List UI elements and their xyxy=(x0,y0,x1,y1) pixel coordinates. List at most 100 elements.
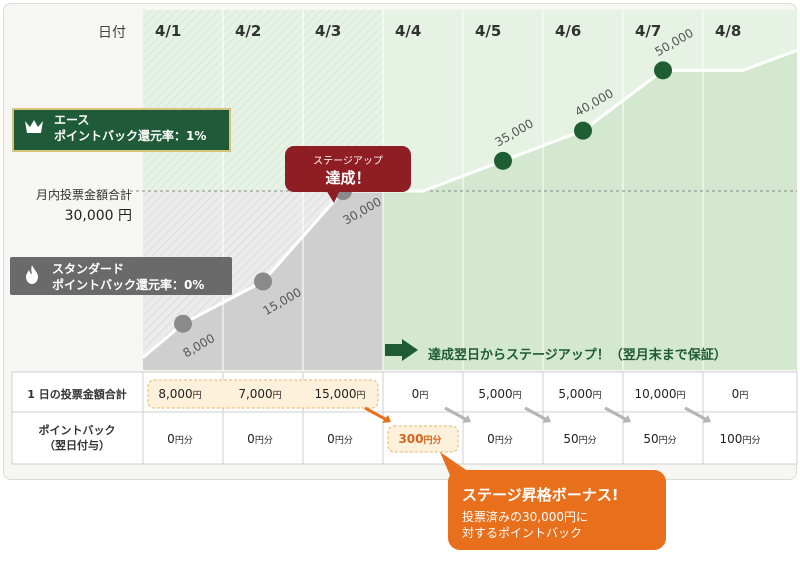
ace-rank-box: エース ポイントバック還元率：1% xyxy=(12,108,231,152)
category-label: 4/8 xyxy=(715,22,741,40)
yen-unit: 円 xyxy=(356,391,366,401)
standard-rank-box: スタンダード ポイントバック還元率：0% xyxy=(10,257,232,295)
daily-total-row-label: 1 日の投票金額合計 xyxy=(27,388,127,401)
achievement-big-text: 達成！ xyxy=(325,169,371,187)
daily-total-cell: 0円 xyxy=(380,387,460,401)
daily-total-cell: 5,000円 xyxy=(460,387,540,401)
daily-total-value: 7,000 xyxy=(238,387,273,401)
carryover-arrow-icon xyxy=(604,406,628,422)
yen-unit: 円 xyxy=(676,391,686,401)
yen-unit: 円 xyxy=(419,391,429,401)
daily-total-value: 5,000 xyxy=(478,387,513,401)
pointback-value: 300 xyxy=(398,432,424,446)
data-point xyxy=(254,272,272,291)
ace-rank-name: エース xyxy=(54,113,90,127)
pointback-cell: 0円分 xyxy=(140,432,220,446)
pointback-cell: 100円分 xyxy=(700,432,780,446)
points-unit: 円分 xyxy=(254,436,273,446)
pointback-value: 50 xyxy=(643,432,659,446)
crown-icon xyxy=(25,120,43,133)
pointback-row-label: ポイントバック （翌日付与） xyxy=(12,423,142,453)
pointback-cell: 0円分 xyxy=(300,432,380,446)
carryover-arrow-head xyxy=(702,415,711,423)
yen-unit: 円 xyxy=(192,391,202,401)
carryover-arrow-icon xyxy=(524,406,548,422)
data-point xyxy=(174,314,192,333)
category-label: 4/1 xyxy=(155,22,181,40)
daily-total-value: 0 xyxy=(411,387,420,401)
daily-total-cell: 15,000円 xyxy=(300,387,380,401)
carryover-arrow-icon xyxy=(364,406,388,422)
pointback-cell: 0円分 xyxy=(220,432,300,446)
data-point xyxy=(654,61,672,80)
daily-total-value: 0 xyxy=(731,387,740,401)
daily-total-cell: 5,000円 xyxy=(540,387,620,401)
monthly-total-label: 月内投票金額合計 xyxy=(35,188,132,202)
carryover-arrow-head xyxy=(462,415,471,423)
data-point xyxy=(574,121,592,140)
points-unit: 円分 xyxy=(423,436,442,446)
stage-up-message: 達成翌日からステージアップ！（翌月末まで保証） xyxy=(428,348,727,363)
pointback-row-label-line2: （翌日付与） xyxy=(44,439,110,452)
daily-total-value: 15,000 xyxy=(314,387,357,401)
pre-achievement-highlight xyxy=(147,379,379,409)
points-unit: 円分 xyxy=(658,436,677,446)
bonus-title: ステージ昇格ボーナス! xyxy=(462,486,619,504)
threshold-value-label: 30,000 円 xyxy=(64,208,132,224)
points-unit: 円分 xyxy=(334,436,353,446)
carryover-arrow-icon xyxy=(684,406,708,422)
carryover-arrow-head xyxy=(542,415,551,423)
category-label: 4/4 xyxy=(395,22,421,40)
pointback-cell: 50円分 xyxy=(620,432,700,446)
pointback-value: 0 xyxy=(167,432,175,446)
bonus-highlight xyxy=(387,425,459,453)
carryover-arrow-icon xyxy=(444,406,468,422)
date-header-label: 日付 xyxy=(98,25,126,41)
bonus-desc-line1: 投票済みの30,000円に xyxy=(462,510,588,524)
standard-area xyxy=(143,191,383,370)
yen-unit: 円 xyxy=(512,391,522,401)
daily-total-cell: 10,000円 xyxy=(620,387,700,401)
standard-rank-name: スタンダード xyxy=(52,262,125,276)
points-unit: 円分 xyxy=(578,436,597,446)
category-label: 4/6 xyxy=(555,22,581,40)
points-unit: 円分 xyxy=(174,436,193,446)
pointback-value: 0 xyxy=(327,432,335,446)
daily-total-cell: 8,000円 xyxy=(140,387,220,401)
daily-total-value: 8,000 xyxy=(158,387,193,401)
category-label: 4/7 xyxy=(635,22,661,40)
achievement-small-text: ステージアップ xyxy=(313,156,383,167)
pointback-row-label-line1: ポイントバック xyxy=(38,424,116,437)
daily-total-value: 5,000 xyxy=(558,387,593,401)
data-point xyxy=(494,151,512,170)
flame-icon xyxy=(26,265,38,284)
pointback-cell: 0円分 xyxy=(460,432,540,446)
category-label: 4/3 xyxy=(315,22,341,40)
achievement-bubble: ステージアップ 達成！ xyxy=(285,146,411,192)
category-label: 4/2 xyxy=(235,22,261,40)
pointback-value: 50 xyxy=(563,432,579,446)
stage-up-arrow-icon xyxy=(385,339,418,361)
category-label: 4/5 xyxy=(475,22,501,40)
pointback-value: 0 xyxy=(487,432,495,446)
yen-unit: 円 xyxy=(272,391,282,401)
points-unit: 円分 xyxy=(494,436,513,446)
yen-unit: 円 xyxy=(739,391,749,401)
pointback-cell: 300円分 xyxy=(380,432,460,446)
bonus-desc-line2: 対するポイントバック xyxy=(462,526,583,540)
pointback-value: 0 xyxy=(247,432,255,446)
cumulative-line xyxy=(142,48,798,359)
points-unit: 円分 xyxy=(742,436,761,446)
ace-rank-rate: ポイントバック還元率：1% xyxy=(54,129,207,143)
daily-total-value: 10,000 xyxy=(634,387,677,401)
carryover-arrow-head xyxy=(382,415,391,423)
daily-total-cell: 0円 xyxy=(700,387,780,401)
carryover-arrow-head xyxy=(622,415,631,423)
pointback-value: 100 xyxy=(719,432,743,446)
standard-rank-rate: ポイントバック還元率：0% xyxy=(52,278,205,292)
daily-total-cell: 7,000円 xyxy=(220,387,300,401)
yen-unit: 円 xyxy=(592,391,602,401)
pointback-cell: 50円分 xyxy=(540,432,620,446)
